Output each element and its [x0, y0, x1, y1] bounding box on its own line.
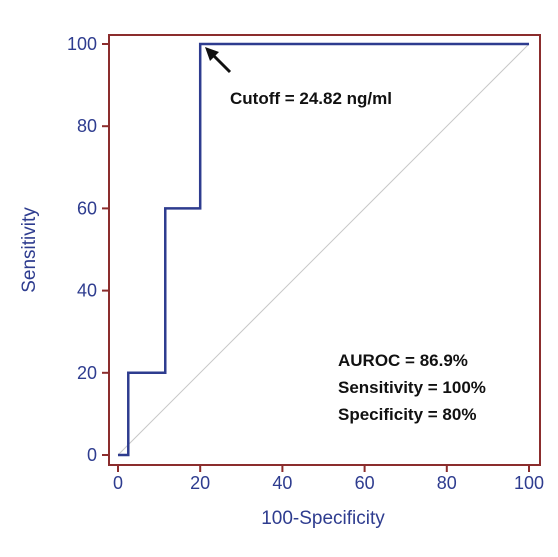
- y-tick-label: 0: [87, 445, 97, 465]
- sensitivity-annotation: Sensitivity = 100%: [338, 378, 486, 397]
- cutoff-annotation: Cutoff = 24.82 ng/ml: [230, 89, 392, 108]
- plot-frame: [108, 34, 541, 466]
- axis-ticks-layer: 0 20 40 60 80 100 0 20 40 60 80 100: [67, 34, 544, 493]
- x-tick-label: 100: [514, 473, 544, 493]
- x-tick-label: 0: [113, 473, 123, 493]
- y-tick-label: 80: [77, 116, 97, 136]
- y-tick-label: 20: [77, 363, 97, 383]
- y-tick-label: 60: [77, 198, 97, 218]
- plot-frame-layer: [108, 34, 541, 466]
- reference-diagonal-line: [117, 43, 530, 456]
- x-axis-title: 100-Specificity: [261, 508, 385, 529]
- series-layer: [117, 42, 530, 457]
- x-tick-label: 60: [355, 473, 375, 493]
- y-tick-label: 40: [77, 281, 97, 301]
- roc-curve-line: [118, 42, 529, 457]
- specificity-annotation: Specificity = 80%: [338, 405, 476, 424]
- x-tick-label: 40: [272, 473, 292, 493]
- x-tick-label: 20: [190, 473, 210, 493]
- auroc-annotation: AUROC = 86.9%: [338, 351, 468, 370]
- cutoff-arrow: [205, 47, 232, 74]
- y-axis-title: Sensitivity: [19, 207, 40, 293]
- y-tick-label: 100: [67, 34, 97, 54]
- x-tick-label: 80: [437, 473, 457, 493]
